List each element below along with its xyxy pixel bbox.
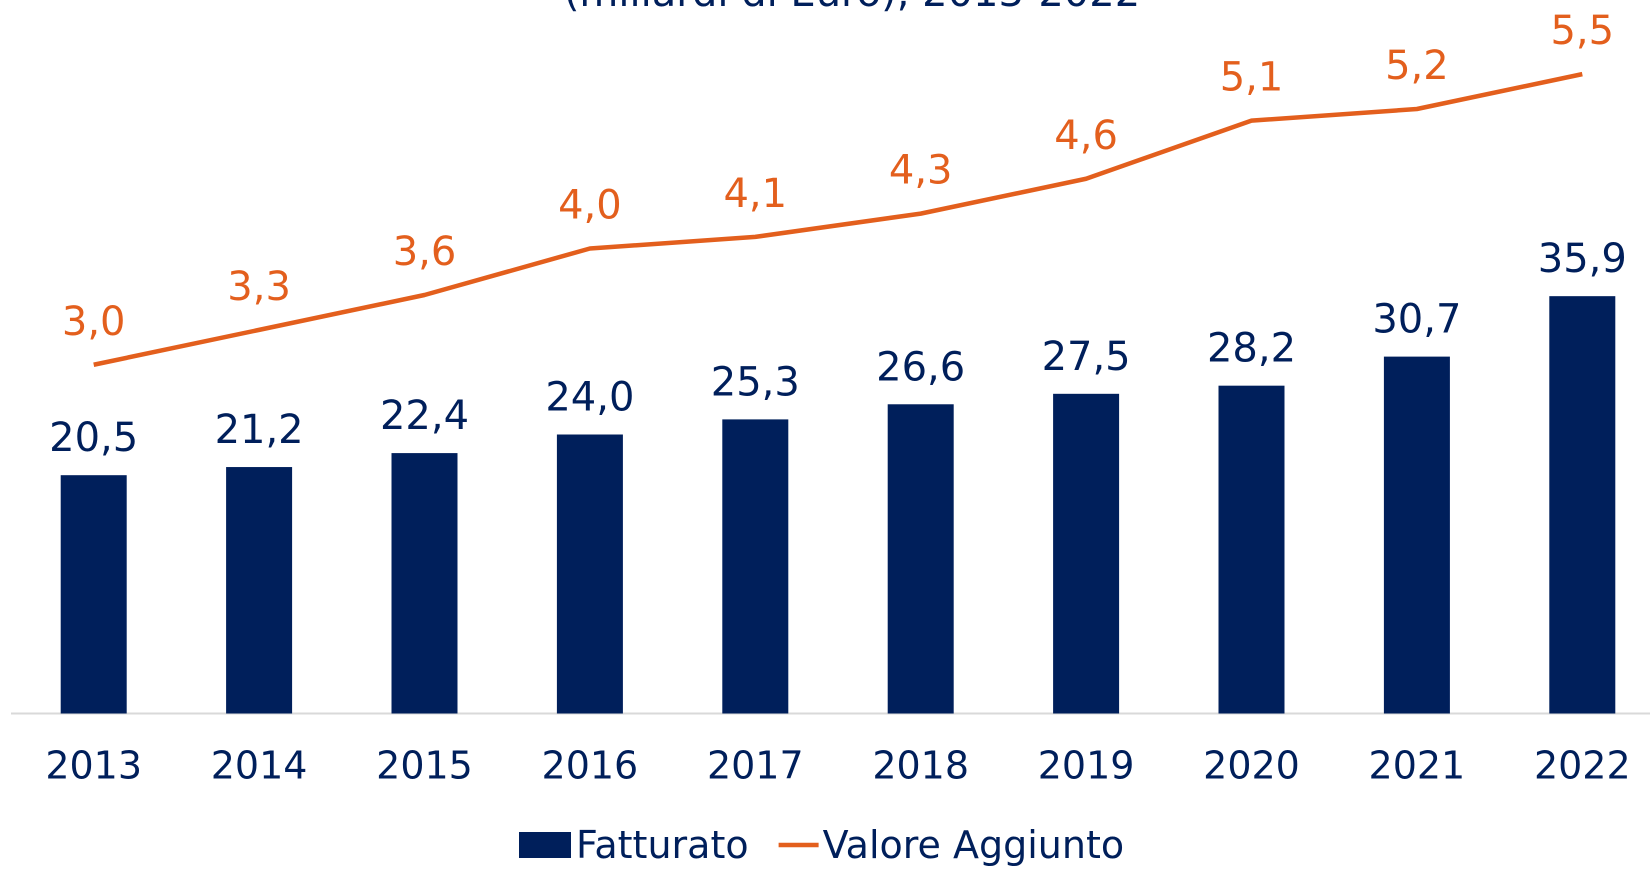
bar [556,434,623,714]
bar [60,475,127,714]
data-label: 3,6 [393,229,457,275]
x-tick-label: 2013 [45,744,142,788]
x-tick-label: 2015 [376,744,473,788]
data-label: 20,5 [49,415,138,461]
data-label: 21,2 [215,407,304,453]
data-label: 4,3 [889,148,953,194]
x-tick-label: 2016 [542,744,639,788]
chart-title: (miliardi di Euro), 2013-2022 [564,0,1140,16]
data-label: 30,7 [1372,297,1461,343]
data-label: 5,1 [1220,55,1284,101]
data-label: 24,0 [545,375,634,421]
x-tick-label: 2020 [1203,744,1300,788]
data-label: 5,2 [1385,43,1449,89]
data-label: 27,5 [1042,334,1131,380]
data-label: 28,2 [1207,326,1296,372]
data-label: 25,3 [711,359,800,405]
bar [391,453,458,714]
legend-swatch [519,832,571,858]
x-tick-label: 2017 [707,744,804,788]
bar [887,404,954,714]
legend-label: Fatturato [576,823,749,867]
bar [1218,385,1285,714]
x-tick-label: 2018 [872,744,969,788]
bar [1549,296,1616,714]
bar [1053,393,1120,714]
line [93,71,1583,367]
x-tick-label: 2014 [211,744,308,788]
data-label: 4,1 [723,171,787,217]
x-tick-label: 2019 [1038,744,1135,788]
data-label: 3,3 [227,264,291,310]
bar [722,419,789,714]
x-tick-label: 2021 [1369,744,1466,788]
data-label: 5,5 [1550,8,1614,54]
data-label: 35,9 [1538,236,1627,282]
legend-label: Valore Aggiunto [823,823,1125,867]
data-label: 3,0 [62,299,126,345]
x-tick-label: 2022 [1534,744,1631,788]
data-label: 4,6 [1054,113,1118,159]
bar [226,467,293,714]
data-label: 4,0 [558,183,622,229]
bar [1383,356,1450,714]
data-label: 26,6 [876,344,965,390]
data-label: 22,4 [380,393,469,439]
